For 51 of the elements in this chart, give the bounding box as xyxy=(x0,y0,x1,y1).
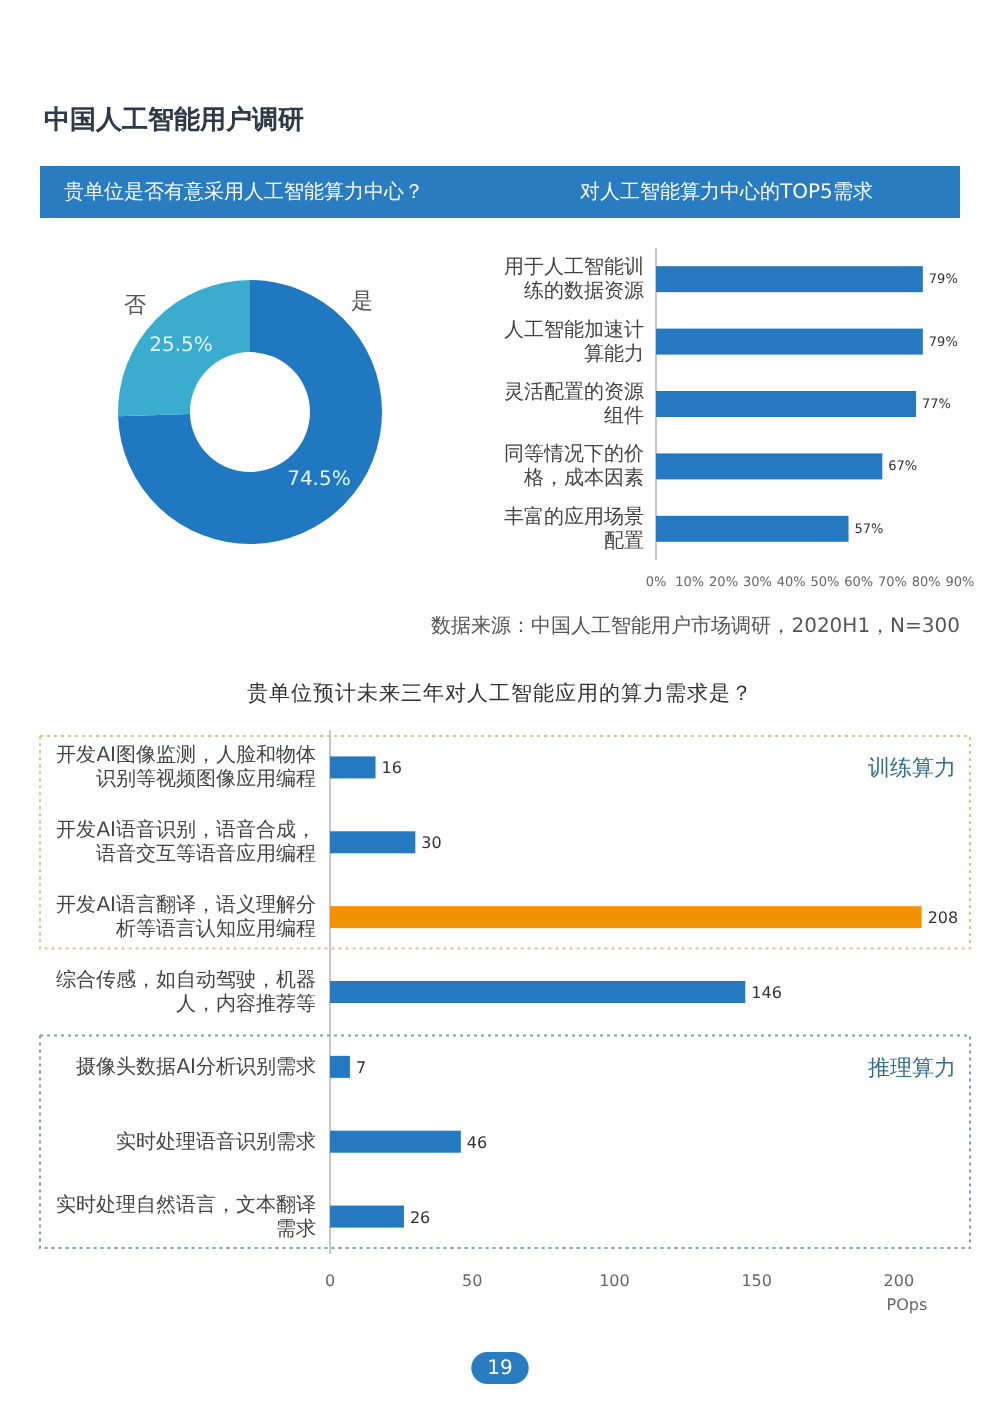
data-label: 7 xyxy=(355,1057,367,1076)
y-tick-label: 人工智能加速计算能力 xyxy=(504,316,644,365)
x-tick-label: 100 xyxy=(599,1271,630,1289)
x-tick-label: 0 xyxy=(324,1271,336,1289)
data-label: 146 xyxy=(751,983,782,1001)
bar xyxy=(330,831,416,854)
bar xyxy=(656,328,923,355)
bar xyxy=(656,453,883,480)
y-tick-label: 丰富的应用场景配置 xyxy=(504,503,644,552)
y-tick-label: 同等情况下的价格，成本因素 xyxy=(504,441,644,490)
y-tick-label: 开发AI语言翻译，语义理解分析等语言认知应用编程 xyxy=(56,892,316,941)
y-tick-label: 用于人工智能训练的数据资源 xyxy=(504,254,644,303)
bar xyxy=(330,1130,461,1153)
data-label: 25.5% xyxy=(149,334,213,357)
bar xyxy=(656,266,923,293)
x-axis-title: POps xyxy=(886,1295,928,1313)
y-tick-label: 摄像头数据AI分析识别需求 xyxy=(76,1053,316,1078)
donut-slice xyxy=(118,280,250,417)
text: 中国人工智能用户调研 xyxy=(44,103,304,135)
bar xyxy=(330,756,376,779)
slice-label: 是 xyxy=(350,287,373,314)
data-label: 46 xyxy=(466,1132,488,1151)
bar xyxy=(330,1205,404,1228)
source-note: 数据来源：中国人工智能用户市场调研，2020H1，N=300 xyxy=(431,613,960,637)
chart-title: 对人工智能算力中心的TOP5需求 xyxy=(580,179,873,203)
text: 19 xyxy=(487,1357,513,1379)
data-label: 30 xyxy=(421,833,442,852)
data-label: 26 xyxy=(409,1207,431,1226)
annotation: 推理算力 xyxy=(868,1053,956,1080)
chart-title: 贵单位预计未来三年对人工智能应用的算力需求是？ xyxy=(247,680,753,706)
chart-title: 贵单位是否有意采用人工智能算力中心？ xyxy=(64,179,424,203)
y-tick-label: 开发AI语音识别，语音合成，语音交互等语音应用编程 xyxy=(56,817,316,866)
donut-slice xyxy=(118,280,382,544)
bar xyxy=(656,515,849,542)
x-tick-label: 200 xyxy=(883,1271,915,1289)
bar xyxy=(330,981,746,1003)
data-label: 208 xyxy=(927,908,959,927)
x-tick-label: 50 xyxy=(462,1271,483,1289)
y-tick-label: 综合传感，如自动驾驶，机器人，内容推荐等 xyxy=(56,967,316,1015)
y-tick-label: 灵活配置的资源组件 xyxy=(504,379,644,427)
data-label: 74.5% xyxy=(287,467,351,490)
slice-label: 否 xyxy=(123,290,146,317)
y-tick-label: 开发AI图像监测，人脸和物体识别等视频图像应用编程 xyxy=(56,742,316,791)
y-tick-label: 实时处理语音识别需求 xyxy=(116,1128,316,1153)
annotation: 训练算力 xyxy=(868,754,956,781)
bar xyxy=(330,1055,350,1078)
bar xyxy=(330,906,922,929)
x-tick-label: 150 xyxy=(741,1271,772,1289)
bar xyxy=(656,391,917,417)
y-tick-label: 实时处理自然语言，文本翻译需求 xyxy=(56,1191,316,1240)
data-label: 16 xyxy=(381,758,402,777)
